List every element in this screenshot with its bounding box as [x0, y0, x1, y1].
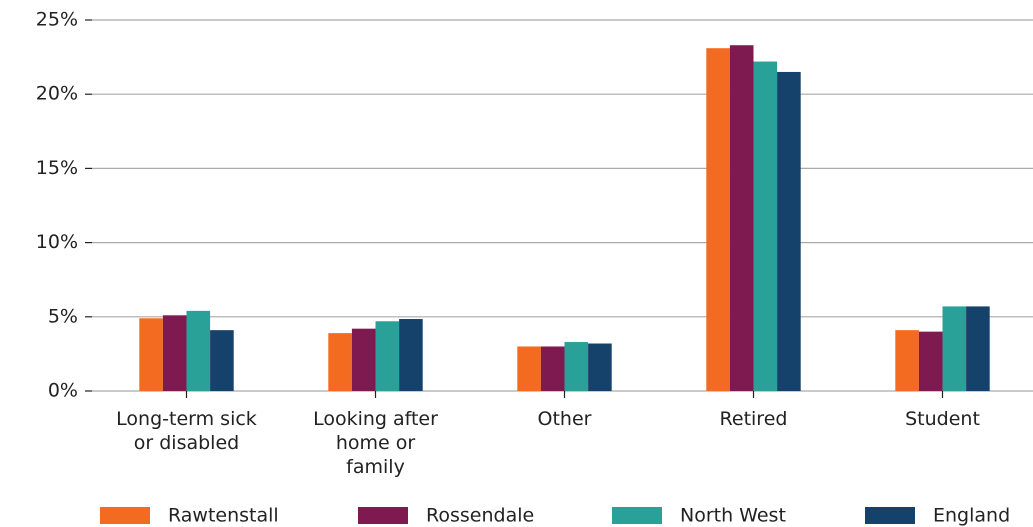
y-tick-label: 20%: [36, 83, 78, 105]
y-tick-label: 15%: [36, 157, 78, 179]
bar: [942, 306, 967, 391]
bar: [895, 330, 919, 391]
bar: [918, 331, 943, 391]
bar: [706, 48, 730, 392]
legend-swatch: [100, 507, 150, 524]
bar: [139, 318, 163, 391]
legend-label: North West: [680, 505, 786, 527]
bar: [777, 71, 801, 391]
legend-label: Rawtenstall: [168, 505, 279, 527]
bar: [540, 346, 565, 391]
y-tick-label: 5%: [48, 305, 78, 327]
y-tick-label: 0%: [48, 380, 78, 402]
legend-swatch: [865, 507, 915, 524]
bar: [328, 333, 352, 391]
legend-label: England: [933, 505, 1010, 527]
bar: [186, 310, 211, 391]
x-tick-label: Student: [905, 408, 980, 430]
x-tick-label: Other: [538, 408, 592, 430]
y-tick-label: 25%: [36, 9, 78, 31]
bar: [162, 315, 187, 391]
bar: [375, 321, 400, 391]
y-tick-label: 10%: [36, 231, 78, 253]
bar: [517, 346, 541, 391]
legend-swatch: [358, 507, 408, 524]
bar: [753, 61, 778, 391]
x-tick-label: Long-term sick or disabled: [116, 408, 257, 454]
bar: [351, 328, 376, 391]
legend-label: Rossendale: [426, 505, 534, 527]
legend-swatch: [612, 507, 662, 524]
x-tick-label: Retired: [720, 408, 788, 430]
bar: [210, 330, 234, 391]
bar: [588, 343, 612, 391]
bar: [966, 306, 990, 391]
bar: [399, 319, 423, 391]
bar: [564, 342, 589, 391]
x-tick-label: Looking after home or family: [313, 408, 438, 478]
bar: [729, 45, 754, 392]
